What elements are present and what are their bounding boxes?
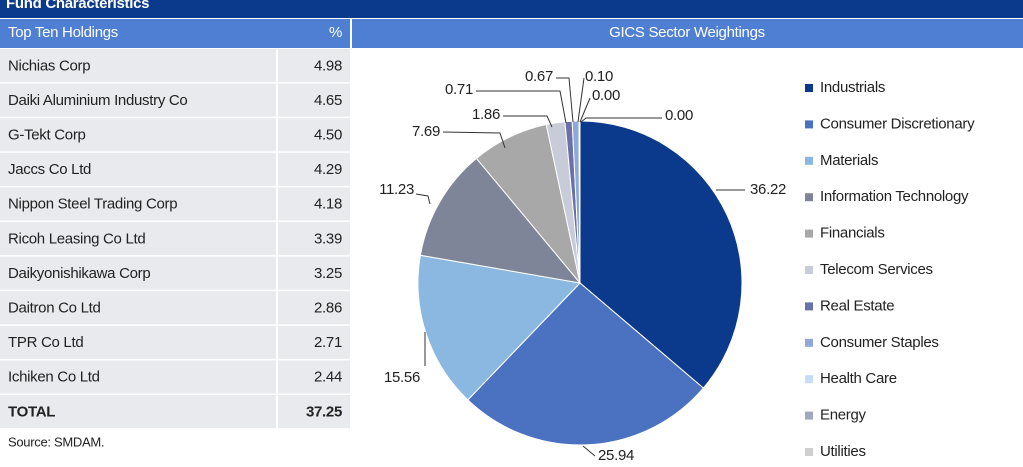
slice-label: 0.00 xyxy=(592,87,620,104)
table-cell xyxy=(278,152,350,186)
table-header xyxy=(0,19,350,48)
legend-swatch xyxy=(805,375,813,384)
chart-header xyxy=(352,19,1023,48)
slice-label: 11.23 xyxy=(379,181,414,198)
holding-name: Daikyonishikawa Corp xyxy=(8,265,150,282)
table-cell xyxy=(0,49,276,83)
holding-name: Jaccs Co Ltd xyxy=(8,161,91,178)
table-cell xyxy=(0,222,276,256)
table-cell xyxy=(278,49,350,83)
table-cell xyxy=(278,256,350,290)
legend-swatch xyxy=(805,229,813,238)
table-cell xyxy=(0,83,276,117)
table-cell xyxy=(278,291,350,325)
leader-line xyxy=(577,77,585,123)
column-header: % xyxy=(329,24,342,41)
slice-label: 15.56 xyxy=(384,369,420,386)
pie-slice xyxy=(467,282,705,446)
legend-swatch xyxy=(805,411,813,420)
holding-weight: 3.39 xyxy=(314,230,342,247)
legend-label: Utilities xyxy=(820,443,866,460)
legend-swatch xyxy=(805,156,813,165)
holding-name: TPR Co Ltd xyxy=(8,334,83,351)
legend-swatch xyxy=(805,120,813,129)
slice-label: 7.69 xyxy=(412,123,440,140)
holding-name: Daitron Co Ltd xyxy=(8,299,101,316)
leader-line xyxy=(582,445,596,457)
legend-label: Information Technology xyxy=(820,188,969,205)
column-header: Top Ten Holdings xyxy=(8,24,118,41)
legend-swatch xyxy=(805,448,813,456)
legend-label: Consumer Discretionary xyxy=(820,115,975,132)
table-cell xyxy=(0,187,276,221)
slice-label: 0.67 xyxy=(525,68,553,85)
holding-weight: 3.25 xyxy=(314,265,342,282)
source-note: Source: SMDAM. xyxy=(8,434,104,449)
table-cell xyxy=(278,395,350,429)
pie-slice xyxy=(579,120,743,389)
legend-label: Telecom Services xyxy=(820,261,933,278)
slice-label: 0.00 xyxy=(665,107,693,124)
holding-weight: 2.71 xyxy=(314,334,342,351)
page-title: Fund Characteristics xyxy=(6,0,149,12)
legend-label: Real Estate xyxy=(820,297,894,314)
table-cell xyxy=(0,118,276,152)
slice-label: 36.22 xyxy=(750,181,786,198)
pie-slice xyxy=(419,157,582,284)
legend-swatch xyxy=(805,266,813,274)
slice-label: 25.94 xyxy=(598,447,634,462)
legend-label: Consumer Staples xyxy=(820,334,939,351)
legend-label: Energy xyxy=(820,407,867,424)
legend-label: Materials xyxy=(820,152,878,169)
holding-weight: 37.25 xyxy=(306,403,342,420)
table-cell xyxy=(0,152,276,186)
holding-weight: 4.29 xyxy=(314,161,342,178)
leader-line xyxy=(442,131,506,149)
leader-line xyxy=(503,115,553,128)
legend-label: Health Care xyxy=(820,370,897,387)
slice-label: 0.10 xyxy=(585,68,613,85)
holding-name: Ichiken Co Ltd xyxy=(8,369,100,386)
legend-swatch xyxy=(805,84,813,92)
holding-weight: 4.65 xyxy=(314,92,342,109)
table-cell xyxy=(278,118,350,152)
table-cell xyxy=(0,395,276,429)
table-cell xyxy=(0,291,276,325)
legend-swatch xyxy=(805,302,813,311)
table-cell xyxy=(0,256,276,290)
leader-line xyxy=(415,193,431,205)
slice-label: 1.86 xyxy=(472,106,500,123)
title-bar xyxy=(0,0,1023,18)
legend-swatch xyxy=(805,338,813,347)
holding-name: G-Tekt Corp xyxy=(8,126,86,143)
pie-slice xyxy=(417,254,582,401)
table-cell xyxy=(0,325,276,359)
chart-title: GICS Sector Weightings xyxy=(609,24,765,41)
holding-name: Nichias Corp xyxy=(8,57,90,74)
table-cell xyxy=(278,360,350,394)
holding-weight: 4.50 xyxy=(314,126,342,143)
table-cell xyxy=(278,83,350,117)
leader-line xyxy=(556,77,574,123)
holding-name: Nippon Steel Trading Corp xyxy=(8,196,177,213)
holding-name: Ricoh Leasing Co Ltd xyxy=(8,230,145,247)
legend-label: Financials xyxy=(820,225,885,242)
table-cell xyxy=(278,325,350,359)
leader-line xyxy=(476,90,567,124)
legend-label: Industrials xyxy=(820,79,885,96)
leader-line xyxy=(579,97,591,123)
holding-name: TOTAL xyxy=(8,403,55,420)
holding-weight: 2.44 xyxy=(314,369,342,386)
holding-weight: 2.86 xyxy=(314,299,342,316)
holding-weight: 4.18 xyxy=(314,196,342,213)
legend-swatch xyxy=(805,193,813,202)
table-cell xyxy=(0,360,276,394)
leader-line xyxy=(580,117,662,123)
holding-weight: 4.98 xyxy=(314,57,342,74)
slice-label: 0.71 xyxy=(445,81,473,98)
holding-name: Daiki Aluminium Industry Co xyxy=(8,92,187,109)
table-cell xyxy=(278,187,350,221)
table-cell xyxy=(278,222,350,256)
